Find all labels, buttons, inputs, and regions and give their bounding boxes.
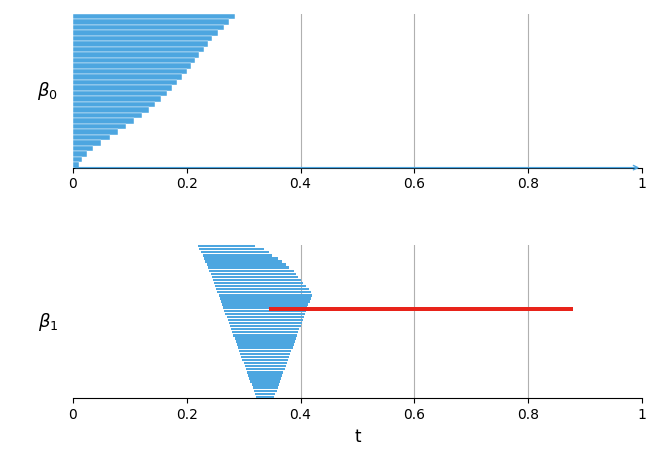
Bar — [212, 276, 299, 278]
Bar — [222, 303, 308, 306]
Bar — [73, 58, 195, 63]
Bar — [248, 374, 282, 376]
Bar — [204, 257, 278, 260]
Bar — [213, 279, 301, 281]
Bar — [73, 118, 134, 124]
Bar — [73, 157, 82, 162]
Bar — [73, 102, 155, 107]
Bar — [73, 96, 161, 102]
Bar — [216, 288, 309, 290]
Bar — [220, 297, 310, 300]
Bar — [73, 129, 118, 135]
Bar — [73, 80, 177, 85]
Bar — [73, 124, 126, 129]
Bar — [234, 337, 296, 340]
Bar — [73, 135, 110, 140]
Bar — [231, 328, 299, 330]
Bar — [215, 285, 307, 287]
Bar — [229, 322, 302, 324]
Bar — [201, 251, 269, 253]
Bar — [226, 316, 304, 318]
Bar — [217, 291, 310, 294]
Bar — [73, 140, 101, 146]
Bar — [73, 14, 235, 19]
Bar — [244, 362, 287, 364]
Bar — [73, 74, 182, 80]
Bar — [234, 334, 297, 337]
Bar — [205, 260, 282, 263]
Bar — [236, 340, 295, 343]
Bar — [73, 19, 229, 25]
Bar — [73, 113, 142, 118]
Bar — [207, 263, 286, 266]
Bar — [242, 356, 289, 358]
Bar — [209, 269, 294, 272]
Bar — [211, 273, 296, 275]
Bar — [73, 47, 204, 52]
Bar — [256, 396, 274, 398]
Bar — [73, 41, 209, 47]
X-axis label: t: t — [354, 428, 361, 446]
Bar — [237, 344, 294, 346]
Y-axis label: $\beta_0$: $\beta_0$ — [38, 80, 58, 102]
Bar — [250, 380, 280, 383]
Bar — [228, 319, 303, 321]
Bar — [269, 307, 573, 311]
Bar — [203, 254, 272, 256]
Bar — [242, 359, 288, 361]
Bar — [199, 248, 263, 251]
Bar — [239, 349, 291, 352]
Bar — [73, 162, 79, 168]
Bar — [247, 371, 283, 374]
Bar — [73, 25, 224, 30]
Bar — [232, 331, 299, 333]
Bar — [223, 306, 307, 309]
Bar — [230, 325, 301, 327]
Bar — [73, 52, 199, 58]
Bar — [73, 36, 213, 41]
Bar — [73, 107, 148, 113]
Bar — [238, 346, 293, 349]
Bar — [250, 377, 281, 380]
Bar — [253, 387, 278, 389]
Bar — [198, 245, 255, 247]
Bar — [254, 390, 277, 392]
Bar — [208, 267, 289, 269]
Bar — [73, 151, 87, 157]
Bar — [73, 146, 93, 151]
Bar — [240, 353, 291, 355]
Bar — [73, 85, 172, 91]
Bar — [218, 294, 312, 297]
Bar — [73, 69, 187, 74]
Bar — [214, 282, 303, 284]
Bar — [224, 310, 307, 312]
Bar — [245, 365, 286, 367]
Bar — [255, 393, 275, 395]
Bar — [252, 383, 279, 386]
Bar — [73, 91, 167, 96]
Bar — [73, 63, 191, 69]
Bar — [221, 300, 310, 303]
Bar — [225, 313, 305, 315]
Bar — [246, 368, 285, 371]
Bar — [73, 30, 218, 36]
Y-axis label: $\beta_1$: $\beta_1$ — [38, 311, 58, 333]
